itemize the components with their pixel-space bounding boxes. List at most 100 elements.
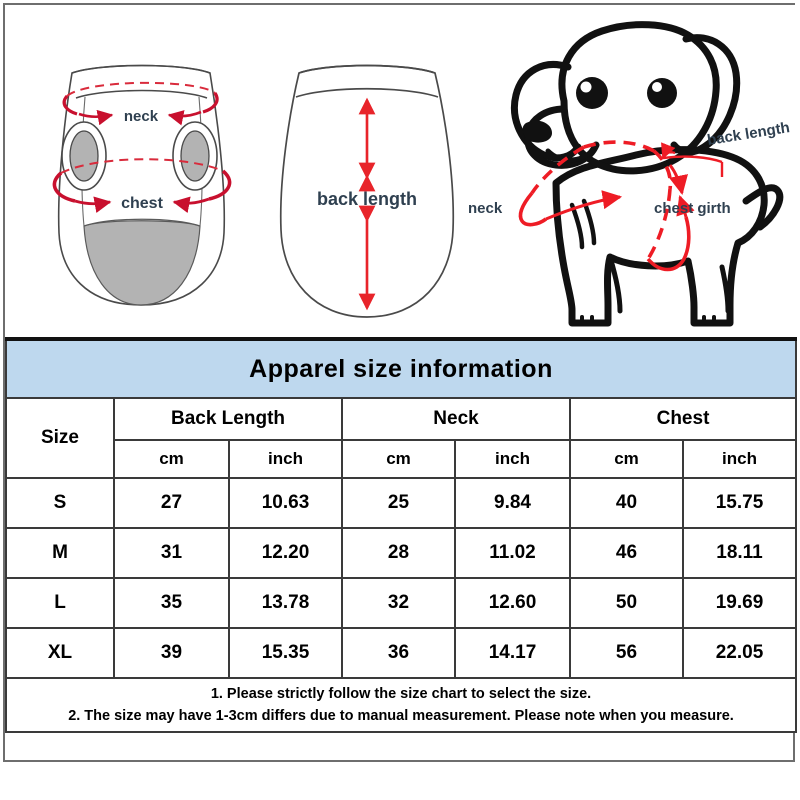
cell-backlength-cm: 35	[113, 577, 230, 629]
cell-chest-cm: 56	[569, 627, 684, 679]
unit-header-backlength-inch: inch	[228, 439, 343, 479]
cell-neck-cm: 25	[341, 477, 456, 529]
cell-backlength-cm: 27	[113, 477, 230, 529]
chest-arrow-left	[172, 196, 210, 214]
dog-neck-dashed-left	[530, 145, 585, 195]
neck-measure-solid-right	[202, 92, 219, 114]
chest-measure-dashed-back	[60, 158, 224, 174]
cell-chest-inch: 22.05	[681, 627, 798, 679]
dog-mouth	[545, 148, 595, 163]
dog-chest-arrow-up	[676, 195, 695, 218]
dog-chest-dashed-upper	[652, 149, 673, 190]
dog-neck-dashed-top	[583, 140, 655, 153]
cell-neck-cm: 32	[341, 577, 456, 629]
cell-neck-inch: 14.17	[454, 627, 571, 679]
unit-header-chest-cm: cm	[569, 439, 684, 479]
cell-chest-cm: 50	[569, 577, 684, 629]
front-chest-label: chest	[121, 195, 163, 212]
notes-cell: 1. Please strictly follow the size chart…	[4, 677, 798, 733]
row-size-label: L	[5, 577, 115, 629]
group-header-chest: Chest	[568, 397, 798, 441]
row-size-label: XL	[5, 627, 115, 679]
table-notes-row: 1. Please strictly follow the size chart…	[4, 677, 798, 733]
cell-chest-inch: 19.69	[681, 577, 798, 629]
right-leg-hole-inner	[180, 130, 210, 182]
dog-chest-solid-loop	[646, 216, 691, 272]
table-unit-header-row: cm inch cm inch cm inch	[6, 439, 798, 479]
dog-right-ear	[670, 34, 741, 156]
table-group-header-row: Size Back Length Neck Chest	[5, 397, 798, 479]
dog-left-eye	[576, 77, 608, 109]
unit-header-neck-inch: inch	[454, 439, 571, 479]
cell-neck-inch: 12.60	[454, 577, 571, 629]
table-row: L 35 13.78 32 12.60 50 19.69	[5, 577, 798, 629]
dog-head	[558, 21, 720, 175]
row-size-label: S	[5, 477, 115, 529]
dog-right-eye	[647, 78, 677, 108]
neck-arrow-right	[78, 109, 114, 126]
dog-chest-fur-1	[569, 202, 585, 250]
dog-measurement-illustration: back length neck chest girth	[460, 5, 795, 337]
back-collar-top-edge	[298, 64, 436, 74]
cell-backlength-cm: 31	[113, 527, 230, 579]
dog-muzzle	[524, 105, 600, 169]
back-collar-bottom-edge	[295, 87, 439, 98]
dog-left-eye-highlight	[580, 81, 592, 93]
left-leg-hole-inner	[69, 130, 99, 182]
table-row: XL 39 15.35 36 14.17 56 22.05	[5, 627, 798, 679]
note-line-1: 1. Please strictly follow the size chart…	[210, 685, 592, 702]
table-row: M 31 12.20 28 11.02 46 18.11	[5, 527, 798, 579]
cell-backlength-inch: 15.35	[228, 627, 343, 679]
table-row: S 27 10.63 25 9.84 40 15.75	[5, 477, 798, 529]
chest-measure-solid-left	[52, 171, 76, 203]
cell-backlength-inch: 13.78	[228, 577, 343, 629]
garment-back-view: back length	[267, 5, 467, 337]
dog-chest-fur-2	[581, 198, 597, 246]
garment-belly-panel	[83, 220, 201, 306]
cell-backlength-inch: 12.20	[228, 527, 343, 579]
garment-front-view: neck chest	[17, 5, 267, 337]
cell-neck-cm: 36	[341, 627, 456, 679]
group-header-neck: Neck	[341, 397, 571, 441]
collar-top-edge	[71, 64, 211, 74]
belly-panel-top-edge	[83, 218, 201, 227]
chest-arrow-right	[74, 196, 112, 214]
dog-nose	[522, 120, 552, 143]
cell-neck-cm: 28	[341, 527, 456, 579]
dog-neck-label: neck	[468, 200, 503, 217]
dog-far-rear-leg	[719, 264, 731, 314]
cell-chest-inch: 15.75	[681, 477, 798, 529]
unit-header-backlength-cm: cm	[113, 439, 230, 479]
cell-neck-inch: 9.84	[454, 477, 571, 529]
dog-neck-arrow	[545, 190, 623, 221]
dog-back-length-label: back length	[706, 119, 791, 149]
note-line-2: 2. The size may have 1-3cm differs due t…	[68, 708, 734, 724]
cell-backlength-cm: 39	[113, 627, 230, 679]
collar-bottom-edge	[75, 89, 208, 99]
chest-measure-solid-right	[208, 169, 232, 201]
dog-chest-girth-label: chest girth	[654, 200, 731, 217]
row-size-label: M	[5, 527, 115, 579]
cell-chest-cm: 40	[569, 477, 684, 529]
cell-backlength-inch: 10.63	[228, 477, 343, 529]
cell-chest-inch: 18.11	[681, 527, 798, 579]
unit-header-chest-inch: inch	[681, 439, 798, 479]
dog-tail	[742, 184, 784, 231]
neck-measure-dashed-back	[66, 81, 216, 97]
size-column-header: Size	[5, 397, 115, 479]
dog-back-length-arrow	[661, 142, 676, 160]
dog-far-front-leg	[607, 254, 623, 314]
dog-chest-dashed-lower	[646, 188, 672, 260]
group-header-back-length: Back Length	[113, 397, 343, 441]
banner-title: Apparel size information	[4, 337, 798, 399]
illustration-band: neck chest	[5, 5, 795, 337]
neck-measure-solid-left	[62, 94, 78, 116]
back-length-label: back length	[317, 189, 417, 209]
apparel-size-table: Apparel size information Size Back Lengt…	[4, 337, 798, 733]
front-neck-label: neck	[124, 108, 159, 125]
dog-right-eye-highlight	[652, 82, 662, 92]
neck-arrow-left	[167, 110, 202, 126]
dog-chest-arrow-down	[668, 164, 688, 196]
unit-header-neck-cm: cm	[341, 439, 456, 479]
